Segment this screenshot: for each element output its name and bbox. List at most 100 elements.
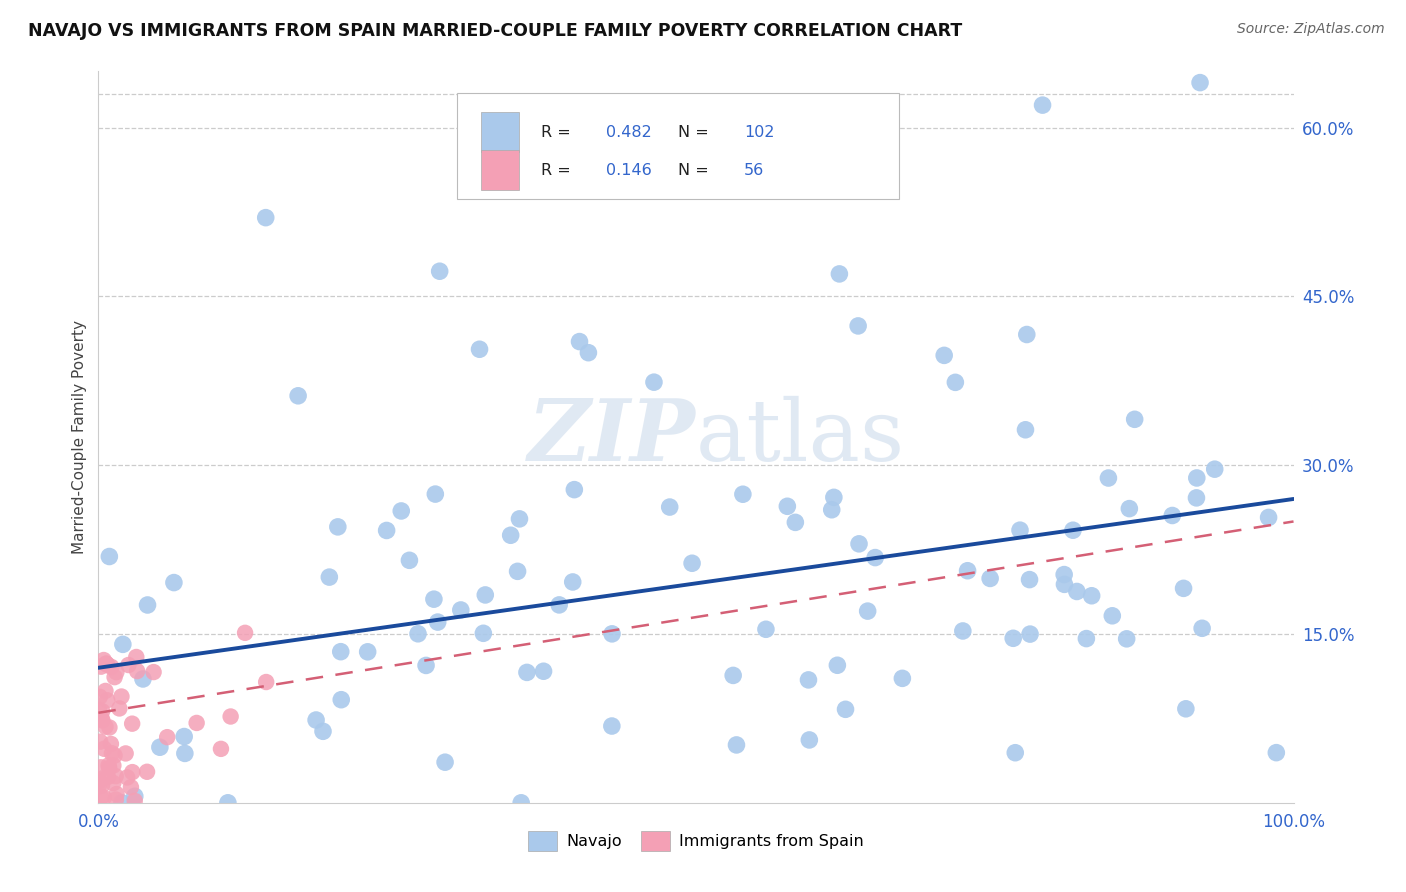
Point xyxy=(1191,621,1213,635)
Point xyxy=(510,796,533,810)
Point xyxy=(506,565,529,579)
Point xyxy=(846,318,869,333)
Point xyxy=(423,592,446,607)
Text: N =: N = xyxy=(678,125,709,139)
Point xyxy=(1257,510,1279,524)
Point xyxy=(115,771,138,785)
Point xyxy=(548,598,571,612)
Point xyxy=(1265,746,1288,760)
Point xyxy=(561,574,583,589)
Point xyxy=(823,491,845,505)
Point xyxy=(1080,589,1102,603)
Point xyxy=(287,389,309,403)
Point xyxy=(104,792,127,806)
Point xyxy=(1062,523,1084,537)
Point xyxy=(103,670,125,684)
Point xyxy=(89,734,111,748)
Point xyxy=(87,780,110,794)
Point xyxy=(305,713,328,727)
Point xyxy=(329,645,352,659)
Point xyxy=(828,267,851,281)
Point xyxy=(91,713,114,727)
Point xyxy=(96,657,118,671)
Point xyxy=(508,512,530,526)
Point xyxy=(429,264,451,278)
Point xyxy=(98,721,121,735)
Point xyxy=(1189,76,1212,90)
Point xyxy=(90,659,112,673)
Point xyxy=(1076,632,1098,646)
Point xyxy=(105,665,128,680)
Point xyxy=(785,516,807,530)
Point xyxy=(91,714,114,728)
Text: 102: 102 xyxy=(744,125,775,139)
Text: 0.482: 0.482 xyxy=(606,125,652,139)
Point xyxy=(799,733,821,747)
Point xyxy=(254,211,277,225)
Point xyxy=(389,504,412,518)
Point xyxy=(1014,423,1036,437)
Point xyxy=(848,537,870,551)
Point xyxy=(97,770,120,784)
Point xyxy=(101,747,124,761)
Point xyxy=(87,703,110,717)
Point xyxy=(149,740,172,755)
Point xyxy=(979,571,1001,585)
Legend: Navajo, Immigrants from Spain: Navajo, Immigrants from Spain xyxy=(522,825,870,857)
Point xyxy=(100,737,122,751)
Point xyxy=(156,730,179,744)
Point xyxy=(568,334,591,349)
Point xyxy=(89,690,111,704)
Point xyxy=(105,787,128,801)
Point xyxy=(891,671,914,685)
Point xyxy=(450,603,472,617)
Point xyxy=(186,715,208,730)
Point xyxy=(111,796,134,810)
Point xyxy=(406,627,429,641)
Point xyxy=(217,796,239,810)
Point xyxy=(1101,608,1123,623)
Point xyxy=(731,487,754,501)
Point xyxy=(1161,508,1184,523)
Point xyxy=(121,765,143,780)
Point xyxy=(1002,632,1025,646)
Point xyxy=(93,790,115,805)
Point xyxy=(681,556,703,570)
Point xyxy=(1174,702,1197,716)
Point xyxy=(94,657,117,671)
Point xyxy=(856,604,879,618)
Point xyxy=(91,779,114,793)
Point xyxy=(93,741,115,756)
Point xyxy=(1066,584,1088,599)
Point xyxy=(124,794,146,808)
Point xyxy=(103,776,125,790)
Point xyxy=(163,575,186,590)
Point xyxy=(108,701,131,715)
Point xyxy=(1053,577,1076,591)
Point xyxy=(312,724,335,739)
Point xyxy=(821,502,844,516)
Point xyxy=(94,720,117,734)
Point xyxy=(578,345,600,359)
Point xyxy=(104,769,127,783)
Point xyxy=(100,660,122,674)
Point xyxy=(1123,412,1146,426)
Point xyxy=(356,645,378,659)
Point xyxy=(326,520,349,534)
Point xyxy=(755,622,778,636)
Point xyxy=(219,709,242,723)
Point xyxy=(1032,98,1054,112)
Point xyxy=(797,673,820,687)
FancyBboxPatch shape xyxy=(481,150,519,190)
Point xyxy=(1115,632,1137,646)
Point xyxy=(426,615,449,629)
Text: 0.146: 0.146 xyxy=(606,162,652,178)
Point xyxy=(474,588,496,602)
Point xyxy=(499,528,522,542)
Point xyxy=(125,650,148,665)
Text: atlas: atlas xyxy=(696,395,905,479)
Point xyxy=(127,664,149,678)
Point xyxy=(114,747,136,761)
Point xyxy=(1053,567,1076,582)
Point xyxy=(1118,501,1140,516)
